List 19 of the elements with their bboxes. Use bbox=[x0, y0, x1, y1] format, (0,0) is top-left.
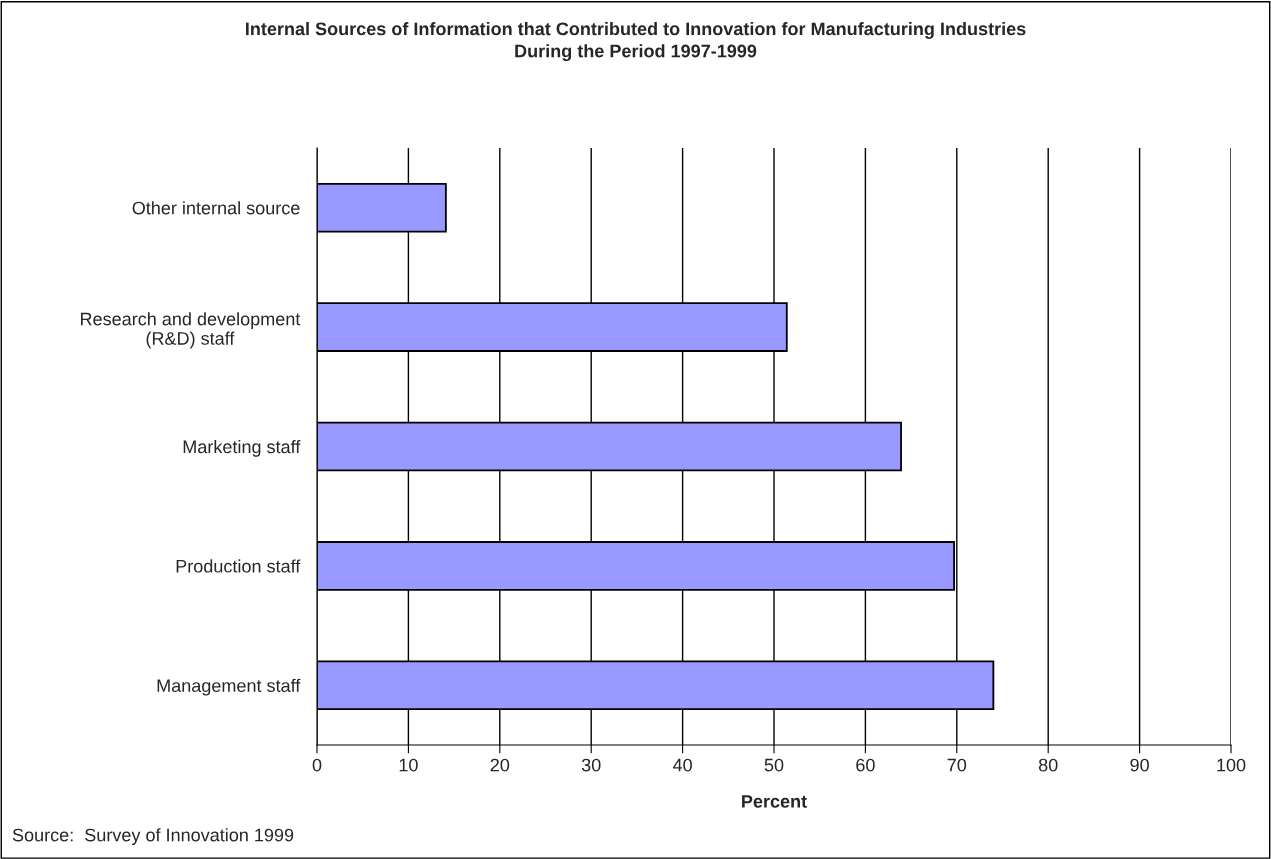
x-tick-label: 20 bbox=[490, 758, 510, 772]
y-tick-label: Management staff bbox=[157, 678, 301, 696]
x-tick-label: 50 bbox=[764, 758, 784, 772]
x-tick-label: 100 bbox=[1217, 758, 1246, 772]
y-tick-label: Marketing staff bbox=[183, 439, 301, 457]
chart-title: Internal Sources of Information that Contributed to Innovation for Manufacturing Industries During the Period 1997-1999 bbox=[246, 22, 1026, 62]
y-tick-label: Other internal source bbox=[132, 201, 300, 215]
x-tick-label: 40 bbox=[672, 758, 692, 772]
y-tick-label: Research and development (R&D) staff bbox=[81, 312, 301, 349]
x-tick-label: 0 bbox=[312, 758, 322, 772]
x-tick-label: 60 bbox=[856, 758, 875, 772]
source-note: Source: Survey of Innovation 1999 bbox=[12, 828, 294, 845]
y-tick-label: Production staff bbox=[176, 559, 301, 573]
x-tick-label: 90 bbox=[1130, 758, 1149, 772]
x-tick-label: 80 bbox=[1038, 758, 1058, 772]
x-tick-label: 70 bbox=[947, 758, 967, 772]
x-axis-title: Percent bbox=[742, 795, 807, 808]
x-tick-label: 10 bbox=[399, 758, 418, 772]
x-tick-label: 30 bbox=[581, 758, 601, 772]
